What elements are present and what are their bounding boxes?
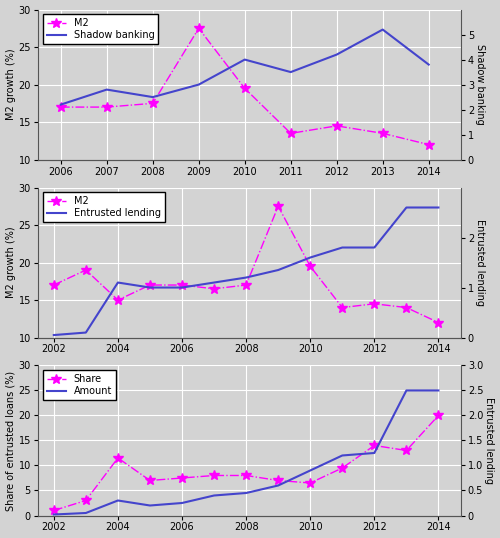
Legend: Share, Amount: Share, Amount bbox=[42, 370, 116, 400]
Shadow banking bbox=[380, 26, 386, 33]
M2 bbox=[404, 305, 409, 311]
Shadow banking bbox=[196, 81, 202, 88]
Entrusted lending bbox=[275, 267, 281, 273]
Amount bbox=[211, 492, 217, 499]
Line: Share: Share bbox=[49, 410, 444, 515]
Amount bbox=[51, 511, 57, 518]
Share bbox=[51, 507, 57, 514]
Share bbox=[340, 465, 345, 471]
Share bbox=[147, 477, 153, 484]
Entrusted lending bbox=[436, 204, 442, 211]
M2 bbox=[196, 25, 202, 32]
Amount bbox=[340, 452, 345, 459]
Amount bbox=[275, 482, 281, 489]
Amount bbox=[115, 497, 121, 504]
M2 bbox=[307, 263, 313, 270]
M2 bbox=[51, 282, 57, 288]
Entrusted lending bbox=[372, 244, 378, 251]
M2 bbox=[243, 282, 249, 288]
Share bbox=[115, 455, 121, 461]
Amount bbox=[179, 500, 185, 506]
Entrusted lending bbox=[83, 329, 89, 336]
Y-axis label: Shadow banking: Shadow banking bbox=[475, 44, 485, 125]
M2 bbox=[211, 286, 217, 292]
Entrusted lending bbox=[243, 274, 249, 281]
Share bbox=[372, 442, 378, 449]
Entrusted lending bbox=[211, 279, 217, 286]
Amount bbox=[404, 387, 409, 394]
Line: M2: M2 bbox=[56, 24, 434, 150]
Entrusted lending bbox=[51, 332, 57, 338]
Share bbox=[179, 475, 185, 481]
Shadow banking bbox=[426, 61, 432, 68]
Entrusted lending bbox=[179, 284, 185, 291]
Legend: M2, Shadow banking: M2, Shadow banking bbox=[42, 15, 158, 44]
M2 bbox=[334, 123, 340, 129]
Y-axis label: Share of entrusted loans (%): Share of entrusted loans (%) bbox=[6, 370, 16, 511]
M2 bbox=[380, 130, 386, 137]
M2 bbox=[340, 305, 345, 311]
Shadow banking bbox=[242, 56, 248, 63]
M2 bbox=[179, 282, 185, 288]
M2 bbox=[58, 104, 64, 110]
Amount bbox=[83, 510, 89, 516]
M2 bbox=[104, 104, 110, 110]
Y-axis label: Entrusted lending: Entrusted lending bbox=[475, 219, 485, 306]
Amount bbox=[243, 490, 249, 496]
Shadow banking bbox=[334, 51, 340, 58]
Shadow banking bbox=[58, 101, 64, 108]
Amount bbox=[436, 387, 442, 394]
Line: Amount: Amount bbox=[54, 391, 438, 514]
Share bbox=[436, 412, 442, 419]
Share bbox=[243, 472, 249, 479]
Shadow banking bbox=[288, 69, 294, 75]
Line: Entrusted lending: Entrusted lending bbox=[54, 208, 438, 335]
Amount bbox=[372, 450, 378, 456]
Share bbox=[83, 497, 89, 504]
M2 bbox=[83, 267, 89, 273]
Share bbox=[275, 477, 281, 484]
Y-axis label: M2 growth (%): M2 growth (%) bbox=[6, 49, 16, 121]
Line: Shadow banking: Shadow banking bbox=[61, 30, 428, 104]
M2 bbox=[288, 130, 294, 137]
Y-axis label: M2 growth (%): M2 growth (%) bbox=[6, 226, 16, 299]
M2 bbox=[115, 297, 121, 303]
Entrusted lending bbox=[115, 279, 121, 286]
Share bbox=[211, 472, 217, 479]
M2 bbox=[372, 301, 378, 307]
M2 bbox=[150, 100, 156, 107]
Entrusted lending bbox=[404, 204, 409, 211]
Entrusted lending bbox=[147, 284, 153, 291]
Entrusted lending bbox=[307, 254, 313, 261]
Line: M2: M2 bbox=[49, 201, 444, 328]
Shadow banking bbox=[150, 94, 156, 100]
M2 bbox=[426, 141, 432, 148]
Entrusted lending bbox=[340, 244, 345, 251]
Y-axis label: Entrusted lending: Entrusted lending bbox=[484, 397, 494, 484]
Amount bbox=[307, 468, 313, 474]
M2 bbox=[275, 203, 281, 209]
M2 bbox=[147, 282, 153, 288]
Shadow banking bbox=[104, 87, 110, 93]
M2 bbox=[242, 85, 248, 91]
Share bbox=[307, 480, 313, 486]
M2 bbox=[436, 320, 442, 326]
Amount bbox=[147, 502, 153, 509]
Share bbox=[404, 447, 409, 454]
Legend: M2, Entrusted lending: M2, Entrusted lending bbox=[42, 193, 164, 222]
